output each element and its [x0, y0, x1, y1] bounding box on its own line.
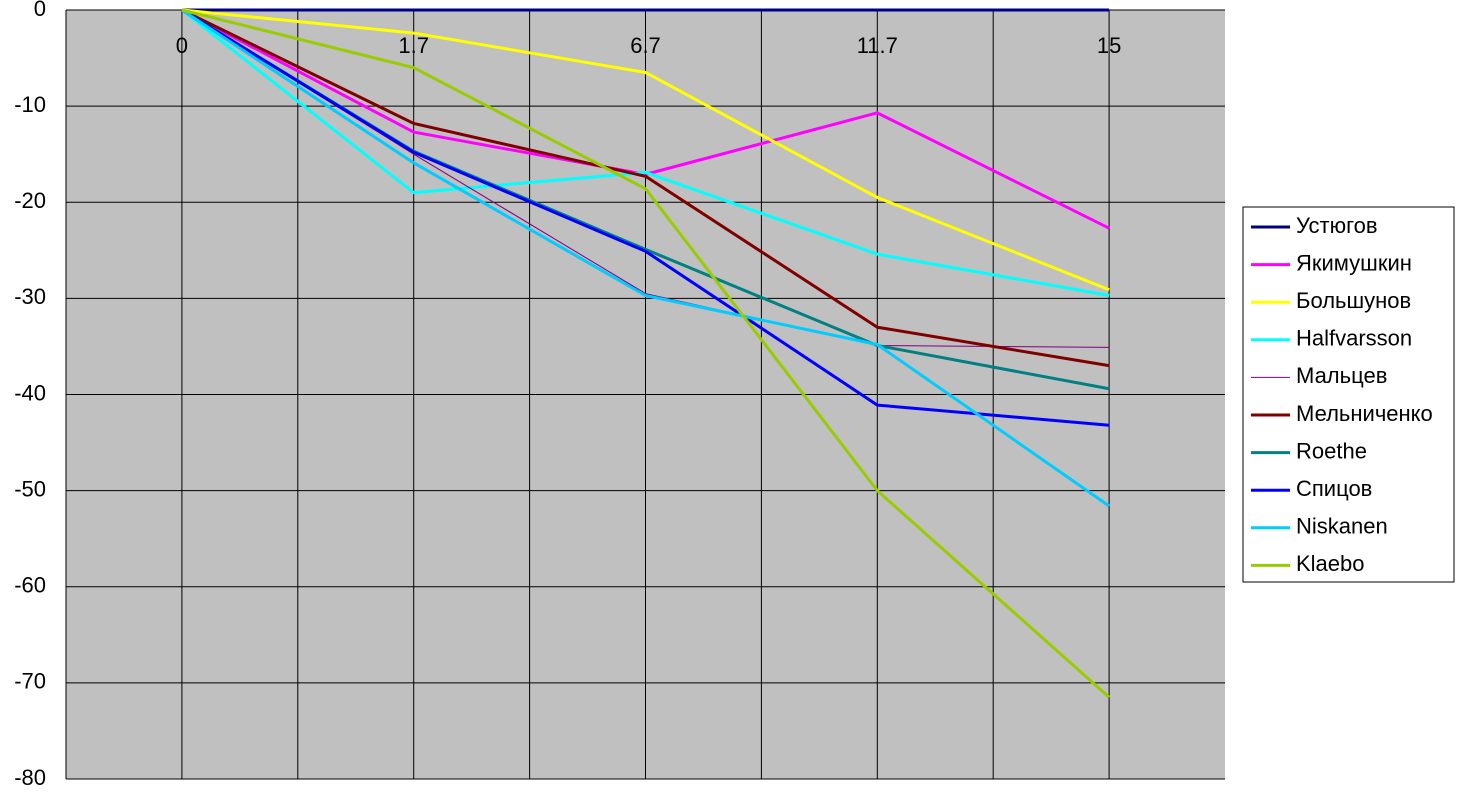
legend-label: Klaebo — [1296, 551, 1365, 576]
x-tick-label: 11.7 — [857, 33, 898, 58]
legend-label: Мальцев — [1296, 363, 1387, 388]
legend-label: Большунов — [1296, 288, 1411, 313]
series-line — [181, 8, 1111, 699]
legend-box — [1242, 206, 1455, 583]
y-tick-label: -50 — [14, 476, 46, 501]
series-line — [181, 8, 1110, 427]
series-line — [180, 8, 1110, 297]
y-tick-label: 0 — [34, 0, 46, 21]
legend-label: Устюгов — [1296, 213, 1378, 238]
y-tick-label: -60 — [14, 573, 46, 598]
legend-label: Мельниченко — [1296, 401, 1433, 426]
x-tick-label: 6.7 — [630, 33, 661, 58]
series-line — [181, 8, 1110, 230]
legend-label: Спицов — [1296, 476, 1372, 501]
y-tick-label: -40 — [14, 380, 46, 405]
series-line — [181, 8, 1110, 292]
series-line — [181, 8, 1110, 368]
legend-label: Niskanen — [1296, 514, 1388, 539]
y-tick-label: -70 — [14, 669, 46, 694]
y-tick-label: -20 — [14, 188, 46, 213]
legend-label: Якимушкин — [1296, 250, 1412, 275]
x-tick-label: 0 — [176, 33, 188, 58]
y-tick-label: -80 — [14, 765, 46, 790]
legend-label: Roethe — [1296, 438, 1367, 463]
y-tick-label: -10 — [14, 92, 46, 117]
legend-label: Halfvarsson — [1296, 326, 1412, 351]
x-tick-label: 1.7 — [398, 33, 429, 58]
y-tick-label: -30 — [14, 284, 46, 309]
series-line — [181, 8, 1110, 508]
x-tick-label: 15 — [1097, 33, 1121, 58]
